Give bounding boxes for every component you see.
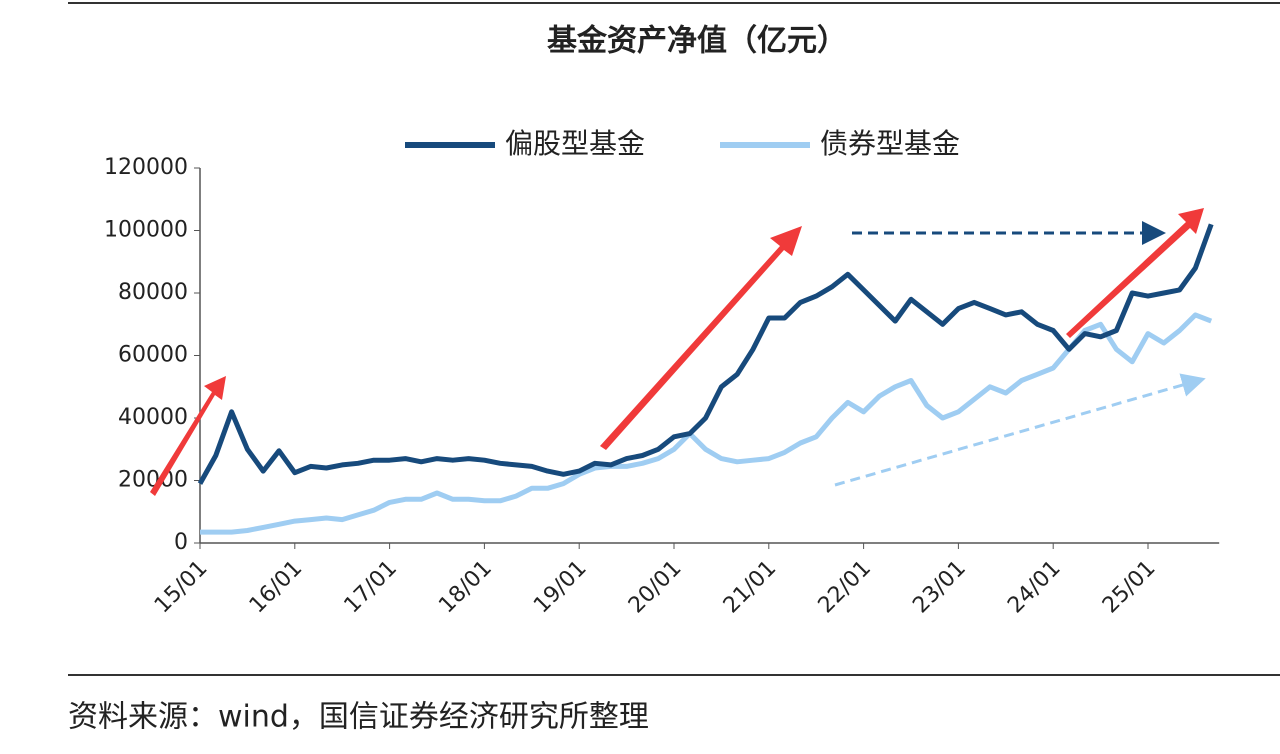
x-tick-label: 22/01: [814, 556, 877, 619]
x-tick-label: 24/01: [1003, 556, 1066, 619]
y-tick-label: 80000: [118, 280, 188, 305]
x-tick-label: 18/01: [434, 556, 497, 619]
x-tick-label: 25/01: [1098, 556, 1161, 619]
x-tick-label: 21/01: [719, 556, 782, 619]
series-line: [200, 312, 1213, 535]
annotations: [150, 208, 1206, 496]
x-tick-label: 15/01: [150, 556, 213, 619]
y-tick-label: 100000: [104, 218, 188, 243]
legend-label: 偏股型基金: [505, 127, 645, 160]
y-tick-label: 120000: [104, 155, 188, 180]
series-line: [197, 223, 1214, 485]
x-tick-label: 19/01: [529, 556, 592, 619]
red-arrow: [1066, 208, 1204, 338]
x-tick-label: 23/01: [908, 556, 971, 619]
x-tick-label: 17/01: [340, 556, 403, 619]
chart-title: 基金资产净值（亿元）: [547, 24, 847, 59]
red-arrow: [150, 376, 226, 496]
source-note: 资料来源：wind，国信证券经济研究所整理: [68, 700, 649, 735]
dashed-arrow: [834, 373, 1206, 487]
x-tick-label: 16/01: [245, 556, 308, 619]
x-tick-label: 20/01: [624, 556, 687, 619]
y-tick-label: 40000: [118, 405, 188, 430]
red-arrow: [600, 226, 802, 450]
legend-label: 债券型基金: [820, 127, 960, 160]
y-tick-label: 60000: [118, 343, 188, 368]
y-tick-label: 0: [174, 530, 188, 555]
